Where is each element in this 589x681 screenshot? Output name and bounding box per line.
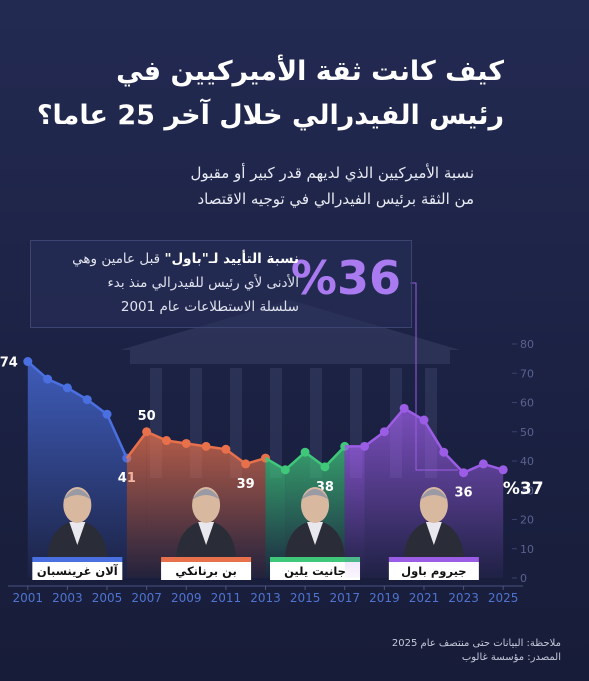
y-tick-label: 60 (520, 397, 534, 410)
legend-label: بن برنانكي (175, 564, 236, 578)
point (399, 403, 409, 413)
legend-strip (270, 557, 361, 562)
callout-text: نسبة التأييد لـ"باول" قبل عامين وهي الأد… (72, 247, 299, 319)
portrait-hair (419, 489, 448, 500)
point (459, 468, 469, 478)
x-tick-label: 2023 (448, 591, 479, 605)
point (181, 438, 191, 448)
point (62, 383, 72, 393)
y-tick-label: 30 (520, 484, 534, 497)
point (201, 441, 211, 451)
segment-area (344, 446, 365, 578)
point (142, 427, 152, 437)
x-tick-label: 2007 (131, 591, 162, 605)
footer: ملاحظة: البيانات حتى منتصف عام 2025 المص… (392, 637, 561, 665)
y-tick-label: 20 (520, 514, 534, 527)
segment-area (126, 431, 147, 578)
x-tick-label: 2005 (92, 591, 123, 605)
x-tick-label: 2015 (290, 591, 321, 605)
point (360, 441, 370, 451)
portrait-shirt (198, 522, 215, 545)
point (221, 444, 231, 454)
legend-box (270, 562, 361, 580)
portrait-shirt (307, 522, 324, 545)
y-tick-label: 40 (520, 455, 534, 468)
point (23, 357, 33, 367)
point (161, 436, 171, 446)
point (300, 447, 310, 457)
y-tick-label: 50 (520, 426, 534, 439)
point (320, 462, 330, 472)
source: المصدر: مؤسسة غالوب (461, 652, 561, 663)
data-label: 39 (237, 477, 255, 492)
callout-line-text: قبل عامين وهي (72, 251, 161, 267)
line (284, 445, 346, 471)
y-tick-label: 10 (520, 543, 534, 556)
legend-label: جيروم باول (401, 564, 466, 579)
x-tick-label: 2017 (329, 591, 360, 605)
legend-strip (388, 557, 479, 562)
x-tick-label: 2025 (488, 591, 519, 605)
callout-line: نسبة التأييد لـ"باول" قبل عامين وهي (72, 247, 299, 271)
area (27, 361, 127, 578)
point (102, 409, 112, 419)
segment-area (265, 458, 286, 578)
legend-box (161, 562, 252, 580)
connector (125, 430, 148, 459)
legend-strip (161, 557, 252, 562)
portrait-hair (301, 489, 330, 500)
legend-box (388, 562, 479, 580)
point (280, 465, 290, 475)
callout-line: الأدنى لأي رئيس للفيدرالي منذ بدء (107, 275, 299, 291)
legend-label: جانيت يلين (284, 564, 346, 578)
callout-value: %36 (290, 251, 401, 305)
point (439, 447, 449, 457)
callout-highlight: نسبة التأييد لـ"باول" (164, 251, 299, 267)
portrait-hair (63, 489, 92, 500)
callout: %36 نسبة التأييد لـ"باول" قبل عامين وهي … (30, 240, 412, 328)
data-label: 50 (138, 409, 156, 424)
x-tick-label: 2009 (171, 591, 202, 605)
subtitle: نسبة الأميركيين الذي لديهم قدر كبير أو م… (190, 160, 474, 212)
data-label: 74 (0, 356, 18, 371)
point (82, 395, 92, 405)
data-label: 36 (455, 486, 473, 501)
subtitle-line: نسبة الأميركيين الذي لديهم قدر كبير أو م… (190, 164, 474, 182)
point (498, 465, 508, 475)
callout-pointer (410, 282, 458, 471)
x-tick-label: 2001 (13, 591, 44, 605)
title-line: كيف كانت ثقة الأميركيين في (116, 56, 504, 87)
point (419, 415, 429, 425)
point (241, 459, 251, 469)
x-tick-label: 2021 (409, 591, 440, 605)
legend-label: آلان غرينسبان (37, 564, 119, 578)
y-tick-label: 0 (520, 572, 527, 585)
legend-box (32, 562, 123, 580)
legend-strip (32, 557, 123, 562)
portrait-shirt (425, 522, 442, 545)
x-tick-label: 2019 (369, 591, 400, 605)
x-tick-label: 2013 (250, 591, 281, 605)
y-tick-label: 80 (520, 338, 534, 351)
title: كيف كانت ثقة الأميركيين في رئيس الفيدرال… (37, 50, 504, 138)
title-line: رئيس الفيدرالي خلال آخر 25 عاما؟ (36, 100, 504, 131)
portrait-shirt (69, 522, 86, 545)
portrait-hair (192, 489, 221, 500)
point (379, 427, 389, 437)
y-tick-label: 70 (520, 367, 534, 380)
note: ملاحظة: البيانات حتى منتصف عام 2025 (391, 638, 561, 649)
x-tick-label: 2011 (211, 591, 242, 605)
callout-line: سلسلة الاستطلاعات عام 2001 (120, 299, 299, 315)
data-label: %37 (503, 479, 544, 499)
x-tick-label: 2003 (52, 591, 83, 605)
subtitle-line: من الثقة برئيس الفيدرالي في توجيه الاقتص… (197, 190, 474, 208)
point (478, 459, 488, 469)
point (43, 374, 53, 384)
